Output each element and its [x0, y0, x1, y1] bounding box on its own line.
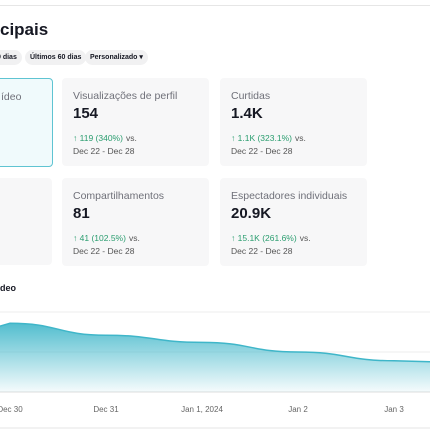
card-label: Curtidas: [231, 90, 271, 102]
section-title: cipais: [0, 20, 49, 39]
metric-card[interactable]: Espectadores individuais 20.9K ↑ 15.1K (26…: [220, 178, 367, 266]
change-text: 1.1K (323.1%): [237, 133, 292, 143]
card-value: 1.4K: [231, 105, 263, 122]
date-range: Dec 22 - Dec 28: [73, 246, 135, 256]
card-label: Espectadores individuais: [231, 190, 348, 202]
vs-text: vs.: [294, 133, 306, 143]
card-label: Visualizações de perfil: [73, 90, 178, 102]
vs-text: vs.: [299, 233, 311, 243]
header-divider: [0, 5, 430, 6]
chart-title: deo: [0, 283, 17, 293]
x-tick-label: Jan 1, 2024: [181, 405, 223, 414]
card-label: Compartilhamentos: [73, 190, 165, 202]
x-tick-label: Jan 3: [384, 405, 404, 414]
x-tick-label: Dec 31: [93, 405, 119, 414]
date-range: Dec 22 - Dec 28: [73, 146, 135, 156]
change-row: ↑ 15.1K (261.6%) vs.: [231, 228, 311, 246]
change-text: 15.1K (261.6%): [237, 233, 297, 243]
filter-label: Personalizado: [90, 54, 138, 61]
filter-button[interactable]: 0 dias: [0, 50, 22, 65]
change-row: ↑ 41 (102.5%) vs.: [73, 228, 140, 246]
vs-text: vs.: [125, 133, 137, 143]
filter-button[interactable]: Personalizado ▾: [85, 50, 148, 65]
date-range: Dec 22 - Dec 28: [231, 246, 293, 256]
card-value: 81: [73, 205, 90, 222]
vs-text: vs.: [128, 233, 140, 243]
metric-card[interactable]: Compartilhamentos 81 ↑ 41 (102.5%) vs. Dec 2…: [62, 178, 209, 266]
arrow-icon: ↑: [73, 233, 80, 243]
area: [0, 323, 430, 392]
card-value: 154: [73, 105, 99, 122]
x-tick-label: Dec 30: [0, 405, 23, 414]
arrow-icon: ↑: [231, 233, 238, 243]
arrow-icon: ↑: [231, 133, 238, 143]
metric-card[interactable]: Visualizações de perfil 154 ↑ 119 (340%) vs…: [62, 78, 209, 166]
metric-card[interactable]: ídeo: [0, 78, 53, 167]
change-row: ↑ 1.1K (323.1%) vs.: [231, 128, 306, 146]
arrow-icon: ↑: [73, 133, 80, 143]
x-tick-label: Jan 2: [288, 405, 308, 414]
date-range: Dec 22 - Dec 28: [231, 146, 293, 156]
card-value: 20.9K: [231, 205, 272, 222]
line: [0, 322, 430, 363]
metric-card[interactable]: Curtidas 1.4K ↑ 1.1K (323.1%) vs. Dec 22 - D…: [220, 78, 367, 166]
change-text: 41 (102.5%): [79, 233, 126, 243]
card-label: ídeo: [1, 91, 22, 103]
change-row: ↑ 119 (340%) vs.: [73, 128, 137, 146]
filter-button[interactable]: Últimos 60 dias: [25, 50, 87, 65]
change-text: 119 (340%): [79, 133, 123, 143]
metric-card[interactable]: [0, 178, 52, 265]
